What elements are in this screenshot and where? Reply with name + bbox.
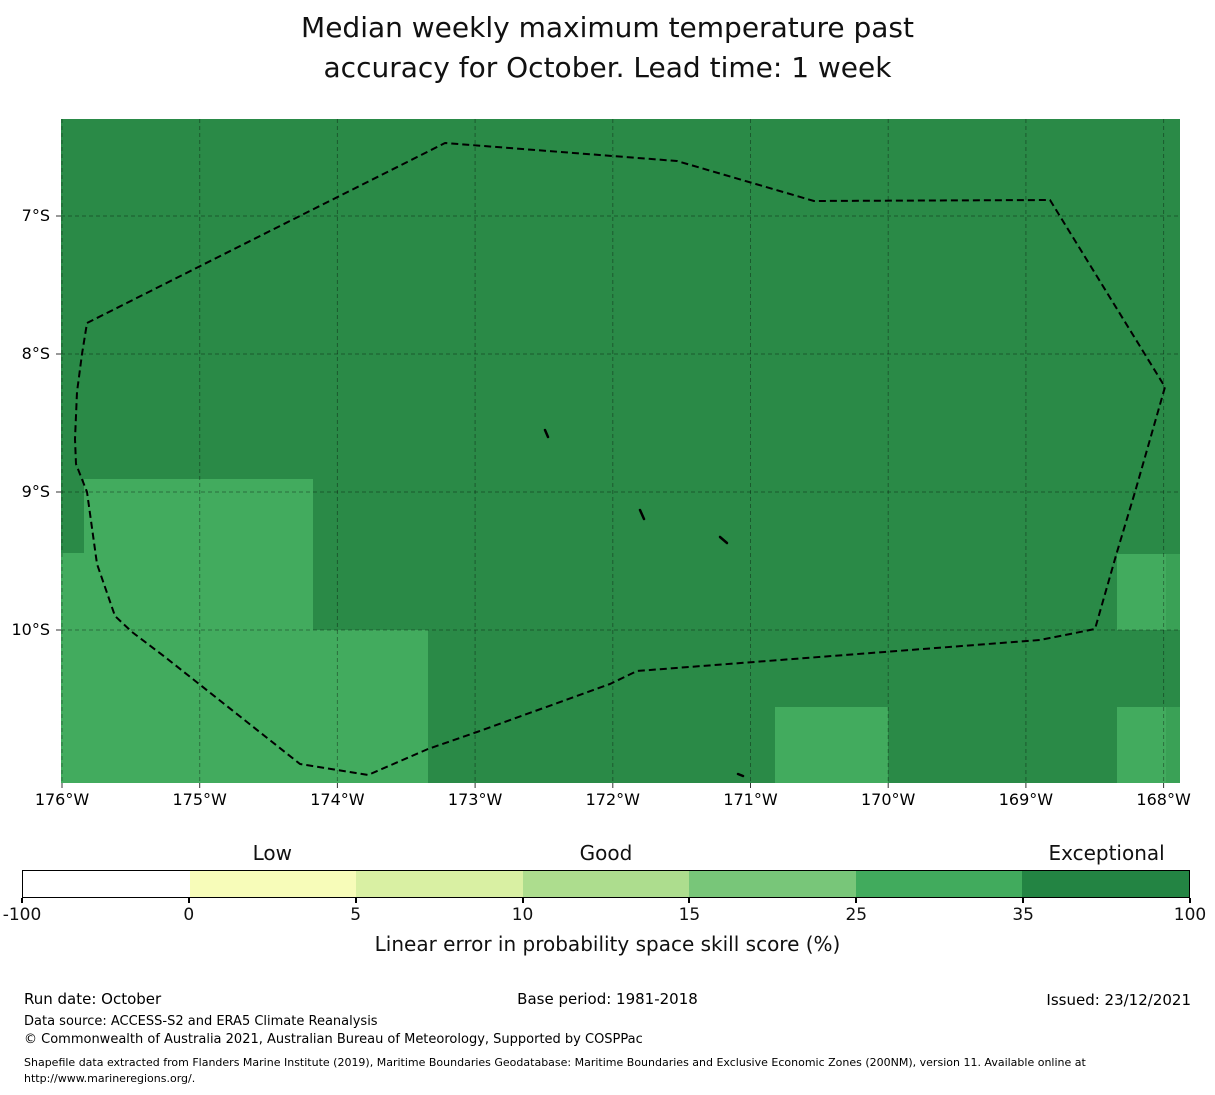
y-tick-label: 7°S [21,206,50,225]
skill-patch-edge [1166,554,1180,630]
colorbar-tick-label: 100 [1173,905,1207,925]
chart-title: Median weekly maximum temperature past a… [0,8,1215,88]
colorbar-tick [1022,898,1025,903]
colorbar-tick-label: 5 [350,905,362,925]
island-mark [736,772,745,778]
colorbar-zone-label-low: Low [252,841,292,865]
skill-patch [61,630,428,783]
maritime-boundary [74,142,1166,776]
colorbar-tick-label: 35 [1012,905,1034,925]
x-tick-label: 168°W [1136,790,1191,809]
x-tick-label: 171°W [723,790,778,809]
colorbar-segment [855,871,1023,897]
island-mark [638,508,646,521]
y-tick-label: 8°S [21,344,50,363]
colorbar-tick-label: 25 [845,905,868,925]
y-tick-label: 10°S [11,620,50,639]
issued-text: Issued: 23/12/2021 [1046,991,1191,1009]
x-tick-label: 169°W [998,790,1054,809]
x-tick-label: 174°W [310,790,365,809]
skill-patch [84,479,313,630]
map-canvas [56,119,1180,788]
x-tick-label: 172°W [585,790,640,809]
colorbar-zone-label-good: Good [579,841,633,865]
colorbar-tick-label: 0 [183,905,195,925]
x-tick-label: 175°W [172,790,227,809]
y-tick-label: 9°S [21,482,50,501]
colorbar-axis-label: Linear error in probability space skill … [374,932,841,956]
shapefile-note-text: Shapefile data extracted from Flanders M… [24,1056,1086,1085]
island-mark [718,535,729,545]
x-tick-label: 170°W [861,790,916,809]
colorbar-segment [522,871,690,897]
chart-title-line2: accuracy for October. Lead time: 1 week [323,51,892,84]
run-date-text: Run date: October [24,990,162,1008]
skill-patch [61,553,84,630]
colorbar-tick [1189,898,1191,903]
colorbar-tick-label: 15 [678,905,701,925]
map-area [49,117,1192,797]
colorbar-tick [855,898,858,903]
colorbar-tick-label: 10 [511,905,534,925]
colorbar-tick [354,898,357,903]
copyright-text: © Commonwealth of Australia 2021, Austra… [24,1032,643,1047]
colorbar-tick [187,898,190,903]
colorbar-segment [356,871,523,897]
colorbar-segment [23,871,190,897]
base-period-text: Base period: 1981-2018 [517,990,698,1008]
island-mark [543,428,550,439]
colorbar-tick-label: -100 [2,905,42,925]
colorbar-zone-label-exceptional: Exceptional [1048,841,1165,865]
data-source-text: Data source: ACCESS-S2 and ERA5 Climate … [24,1014,378,1029]
chart-title-line1: Median weekly maximum temperature past [301,11,914,44]
colorbar-segment [189,871,357,897]
colorbar [22,870,1190,898]
colorbar-tick [688,898,691,903]
colorbar-tick [21,898,23,903]
skill-patch-edge [1166,707,1180,783]
colorbar-segment [1022,871,1190,897]
skill-patch [775,707,888,783]
colorbar-segment [689,871,856,897]
x-tick-label: 173°W [447,790,503,809]
x-tick-label: 176°W [34,790,90,809]
colorbar-tick [521,898,524,903]
